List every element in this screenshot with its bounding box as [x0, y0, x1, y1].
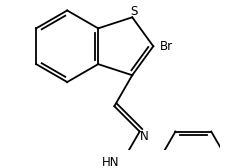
Text: S: S	[130, 5, 137, 18]
Text: HN: HN	[102, 156, 119, 168]
Text: N: N	[140, 130, 148, 143]
Text: Br: Br	[159, 40, 172, 53]
